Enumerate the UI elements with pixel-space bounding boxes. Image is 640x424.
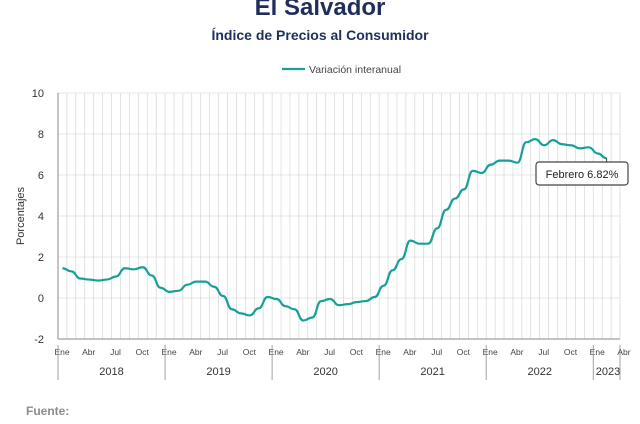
annotation-label: Febrero 6.82% xyxy=(546,169,619,181)
x-tick-label: Abr xyxy=(296,347,309,357)
x-tick-label: Abr xyxy=(189,347,202,357)
legend-label: Variación interanual xyxy=(309,64,401,76)
y-tick-label: 10 xyxy=(32,88,44,100)
series-line-variacion-interanual xyxy=(62,138,607,322)
x-tick-label: Abr xyxy=(617,347,630,357)
year-label: 2023 xyxy=(596,366,620,378)
year-label: 2020 xyxy=(313,366,337,378)
year-label: 2018 xyxy=(99,366,123,378)
x-tick-label: Jul xyxy=(324,347,335,357)
y-tick-label: 2 xyxy=(38,252,44,264)
x-tick-label: Abr xyxy=(403,347,416,357)
x-tick-label: Oct xyxy=(457,347,471,357)
y-tick-label: 8 xyxy=(38,129,44,141)
y-tick-label: -2 xyxy=(34,334,44,346)
y-tick-label: 0 xyxy=(38,293,44,305)
x-tick-label: Oct xyxy=(564,347,578,357)
x-tick-label: Oct xyxy=(350,347,364,357)
year-label: 2022 xyxy=(527,366,551,378)
annotation-box xyxy=(535,161,629,186)
x-tick-label: Ene xyxy=(483,347,498,357)
x-tick-label: Abr xyxy=(82,347,95,357)
y-axis-label: Porcentajes xyxy=(15,186,27,245)
y-tick-label: 4 xyxy=(38,211,44,223)
x-tick-label: Ene xyxy=(269,347,284,357)
year-label: 2019 xyxy=(206,366,230,378)
x-tick-label: Jul xyxy=(217,347,228,357)
x-tick-label: Oct xyxy=(136,347,150,357)
x-tick-label: Jul xyxy=(431,347,442,357)
source-label: Fuente: xyxy=(26,404,70,418)
x-tick-label: Ene xyxy=(161,347,176,357)
year-label: 2021 xyxy=(420,366,444,378)
chart-subtitle: Índice de Precios al Consumidor xyxy=(211,27,429,43)
x-tick-label: Ene xyxy=(376,347,391,357)
x-tick-label: Ene xyxy=(54,347,69,357)
x-tick-label: Jul xyxy=(110,347,121,357)
chart-title: El Salvador xyxy=(254,0,386,21)
x-tick-label: Abr xyxy=(510,347,523,357)
x-tick-label: Ene xyxy=(590,347,605,357)
x-tick-label: Jul xyxy=(538,347,549,357)
y-tick-label: 6 xyxy=(38,170,44,182)
x-tick-label: Oct xyxy=(243,347,257,357)
